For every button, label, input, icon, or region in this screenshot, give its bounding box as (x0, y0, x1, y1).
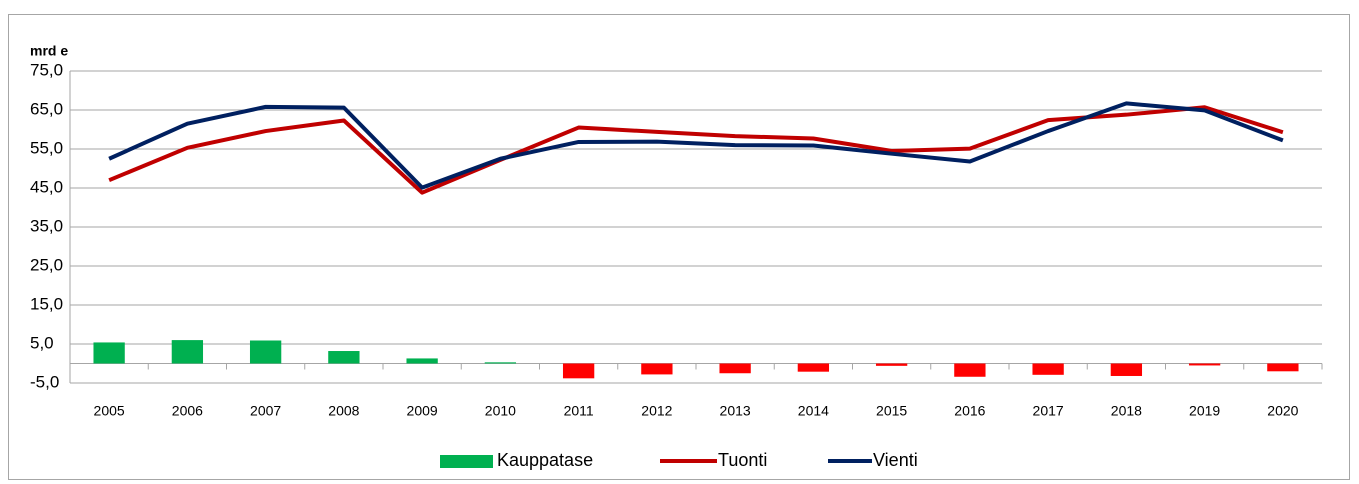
x-tick-label: 2018 (1111, 403, 1142, 419)
bar (406, 358, 438, 364)
bar (1188, 363, 1221, 366)
y-tick-label: 15,0 (30, 294, 63, 313)
x-tick-label: 2013 (720, 403, 751, 419)
y-tick-label: 5,0 (30, 333, 54, 352)
x-tick-label: 2007 (250, 403, 281, 419)
x-tick-label: 2015 (876, 403, 907, 419)
x-tick-label: 2017 (1033, 403, 1064, 419)
bar (1110, 363, 1143, 376)
x-tick-label: 2006 (172, 403, 203, 419)
x-tick-label: 2010 (485, 403, 516, 419)
bar (797, 363, 830, 372)
bar (1267, 363, 1299, 372)
y-tick-label: 35,0 (30, 216, 63, 235)
x-tick-label: 2012 (641, 403, 672, 419)
bar (171, 340, 204, 364)
y-tick-label: 25,0 (30, 255, 63, 274)
x-tick-label: 2011 (564, 403, 594, 419)
y-tick-label: 65,0 (30, 99, 63, 118)
bar (484, 362, 517, 364)
x-tick-label: 2014 (798, 403, 829, 419)
y-tick-label: 55,0 (30, 138, 63, 157)
x-tick-label: 2009 (407, 403, 438, 419)
x-tick-label: 2005 (94, 403, 125, 419)
bar (249, 340, 282, 364)
legend-label: Vienti (873, 450, 918, 470)
bar (641, 363, 673, 375)
bar (562, 363, 595, 379)
bar (954, 363, 986, 377)
bar (328, 351, 360, 364)
legend-swatch (440, 455, 493, 468)
x-tick-label: 2020 (1267, 403, 1298, 419)
x-tick-label: 2016 (954, 403, 985, 419)
y-axis-label: mrd e (30, 43, 68, 59)
bar (93, 342, 125, 364)
bar (875, 363, 908, 366)
legend-label: Tuonti (718, 450, 767, 470)
bar (719, 363, 751, 374)
line (108, 101, 1284, 190)
y-tick-label: 45,0 (30, 177, 63, 196)
chart-border (8, 14, 1350, 480)
x-tick-label: 2008 (328, 403, 359, 419)
x-tick-label: 2019 (1189, 403, 1220, 419)
y-tick-label: -5,0 (30, 372, 59, 391)
legend-label: Kauppatase (497, 450, 593, 470)
bar (1032, 363, 1064, 375)
y-tick-label: 75,0 (30, 60, 63, 79)
